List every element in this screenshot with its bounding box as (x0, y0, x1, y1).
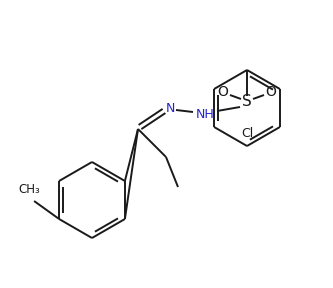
Text: O: O (265, 85, 276, 99)
Text: S: S (242, 94, 252, 109)
Text: Cl: Cl (241, 127, 253, 140)
Text: O: O (217, 85, 228, 99)
Text: CH₃: CH₃ (18, 183, 40, 196)
Text: NH: NH (195, 107, 214, 120)
Text: N: N (165, 103, 175, 115)
